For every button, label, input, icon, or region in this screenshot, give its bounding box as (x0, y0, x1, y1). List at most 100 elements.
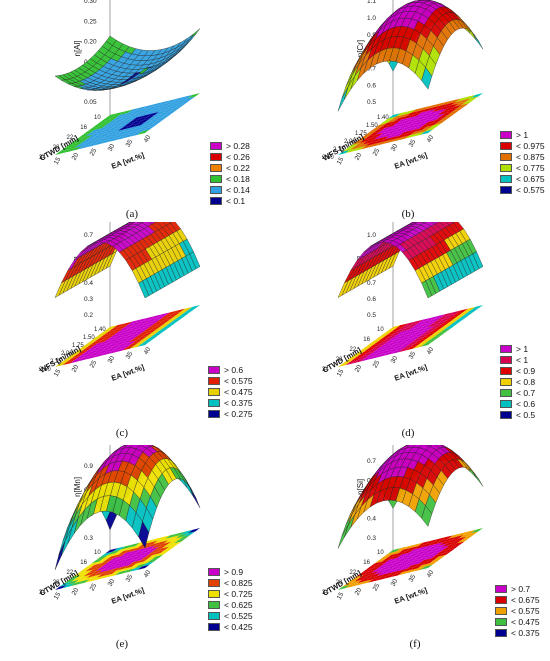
legend-item: > 0.9 (208, 567, 276, 577)
x-axis-label: EA [wt.%] (393, 362, 429, 382)
contour-cell (105, 113, 118, 119)
contour-cell (118, 337, 131, 343)
legend-swatch (495, 585, 507, 593)
z-tick-label: 1.1 (84, 445, 93, 446)
contour-cell (416, 545, 429, 551)
contour-cell (420, 564, 433, 570)
contour-cell (92, 341, 105, 347)
contour-cell (425, 126, 438, 132)
y-tick-label: 10 (377, 327, 384, 333)
contour-cell (426, 121, 439, 127)
legend-label: < 0.825 (224, 578, 253, 588)
contour-cell (350, 356, 363, 362)
contour-cell (440, 100, 453, 106)
x-tick-label: 25 (89, 582, 99, 592)
legend-swatch (500, 164, 512, 172)
contour-cell (435, 549, 448, 555)
contour-cell (103, 564, 116, 570)
contour-cell (461, 311, 474, 317)
contour-cell (371, 132, 384, 138)
contour-cell (134, 563, 147, 569)
contour-cell (98, 344, 111, 350)
legend-swatch (208, 366, 220, 374)
contour-cell (408, 123, 421, 129)
contour-cell (117, 554, 130, 560)
contour-cell (392, 567, 405, 573)
contour-cell (354, 576, 367, 582)
legend-item: < 0.475 (495, 617, 550, 627)
contour-cell (59, 358, 72, 364)
contour-cell (377, 347, 390, 353)
contour-cell (64, 143, 77, 149)
contour-cell (124, 340, 137, 346)
contour-cell (142, 338, 155, 344)
x-tick-label: 35 (408, 350, 418, 360)
y-tick-label: 16 (80, 560, 87, 566)
contour-cell (169, 318, 182, 324)
contour-cell (120, 109, 133, 115)
contour-cell (420, 553, 433, 559)
contour-cell (368, 142, 381, 148)
contour-cell (97, 338, 110, 344)
legend-item: < 0.14 (210, 185, 278, 195)
z-tick-label: 1.1 (367, 222, 376, 223)
contour-cell (145, 328, 158, 334)
contour-cell (403, 321, 416, 327)
contour-cell (404, 550, 417, 556)
legend-label: < 0.7 (516, 388, 536, 398)
contour-cell (128, 337, 141, 343)
y-tick-label: 28 (336, 357, 343, 363)
contour-cell (131, 338, 144, 344)
contour-cell (401, 560, 414, 566)
contour-cell (374, 346, 387, 352)
contour-cell (100, 562, 113, 568)
contour-cell (378, 343, 391, 349)
x-tick-label: 30 (390, 578, 400, 588)
contour-cell (380, 572, 393, 578)
contour-cell (345, 583, 358, 589)
contour-cell (104, 135, 117, 141)
contour-cell (114, 552, 127, 558)
contour-cell (438, 551, 451, 557)
contour-cell (402, 343, 415, 349)
contour-cell (399, 130, 412, 136)
contour-cell (139, 113, 152, 119)
contour-cell (383, 562, 396, 568)
contour-cell (168, 312, 181, 318)
contour-cell (384, 569, 397, 575)
z-tick-label: 0.3 (367, 535, 376, 542)
contour-cell (70, 358, 83, 364)
contour-cell (145, 105, 158, 111)
contour-cell (148, 107, 161, 113)
contour-cell (368, 354, 381, 360)
z-tick-label: 0.20 (84, 39, 97, 46)
contour-cell (73, 348, 86, 354)
contour-cell (443, 313, 456, 319)
legend-swatch (500, 153, 512, 161)
contour-cell (434, 331, 447, 337)
contour-cell (423, 332, 436, 338)
contour-cell (424, 543, 437, 549)
contour-cell (77, 356, 90, 362)
contour-cell (420, 330, 433, 336)
contour-cell (398, 324, 411, 330)
contour-cell (404, 562, 417, 568)
contour-cell (80, 569, 93, 575)
contour-cell (375, 129, 388, 135)
contour-cell (443, 101, 456, 107)
contour-cell (121, 550, 134, 556)
contour-cell (449, 539, 462, 545)
contour-cell (140, 120, 153, 126)
contour-cell (404, 127, 417, 133)
contour-cell (100, 339, 113, 345)
x-tick-label: 15 (336, 591, 346, 601)
contour-cell (102, 334, 115, 340)
contour-cell (387, 347, 400, 353)
contour-cell (137, 553, 150, 559)
contour-cell (136, 558, 149, 564)
contour-cell (134, 340, 147, 346)
contour-cell (377, 124, 390, 130)
contour-cell (133, 333, 146, 339)
contour-cell (400, 119, 413, 125)
contour-cell (180, 529, 193, 535)
